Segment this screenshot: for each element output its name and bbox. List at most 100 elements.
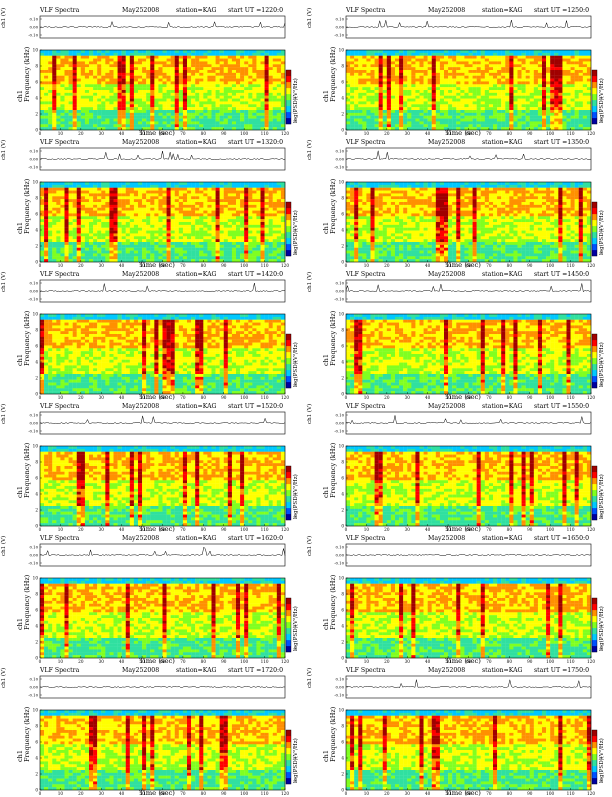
spectrogram-cell [146, 121, 150, 124]
spectrogram-cell [175, 248, 179, 251]
spectrogram-cell [154, 236, 158, 239]
spectrogram-cell [69, 193, 73, 196]
spectrogram-cell [146, 196, 150, 199]
spectrogram-cell [248, 239, 252, 242]
spectrogram-cell [56, 81, 60, 84]
spectrogram-cell [122, 104, 126, 107]
spectrogram-cell [387, 84, 391, 87]
spectrogram-cell [371, 50, 375, 53]
spectrogram-cell [126, 219, 130, 222]
spectrogram-cell [154, 121, 158, 124]
spectrogram-cell [252, 96, 256, 99]
spectrogram-cell [203, 53, 207, 56]
spectrogram-cell [473, 56, 477, 59]
colorbar-segment [592, 100, 597, 106]
spectrogram-cell [277, 59, 281, 62]
spectrogram-cell [207, 101, 211, 104]
spectrogram-cell [122, 199, 126, 202]
spectrogram-cell [554, 104, 558, 107]
spectrogram-cell [550, 87, 554, 90]
spectrogram-cell [224, 73, 228, 76]
spectrogram-cell [501, 90, 505, 93]
spectrogram-cell [77, 70, 81, 73]
spectrogram-cell [354, 50, 358, 53]
spectrogram-cell [207, 53, 211, 56]
spectrogram-cell [52, 236, 56, 239]
spectrogram-cell [44, 76, 48, 79]
spectrogram-cell [518, 73, 522, 76]
spectrogram-cell [207, 256, 211, 259]
spectrogram-cell [93, 99, 97, 102]
spectrogram-cell [134, 79, 138, 82]
spectrogram-cell [138, 248, 142, 251]
spectrogram-cell [65, 56, 69, 59]
spectrogram-cell [228, 182, 232, 185]
spectrogram-cell [191, 87, 195, 90]
spectrogram-cell [411, 79, 415, 82]
spectrogram-cell [216, 182, 220, 185]
spectrogram-cell [473, 64, 477, 67]
spectrogram-cell [428, 79, 432, 82]
spectrogram-cell [252, 101, 256, 104]
spectrogram-cell [224, 191, 228, 194]
spectrogram-cell [150, 110, 154, 113]
spectrogram-cell [60, 222, 64, 225]
spectrogram-cell [265, 107, 269, 110]
spectrogram-cell [497, 116, 501, 119]
spectrogram-cell [134, 64, 138, 67]
spectrogram-cell [52, 228, 56, 231]
spectrogram-cell [236, 127, 240, 130]
spectrogram-cell [150, 193, 154, 196]
spectrogram-cell [179, 251, 183, 254]
spectrogram-cell [371, 121, 375, 124]
spectrogram-cell [550, 113, 554, 116]
spectrogram-cell [252, 236, 256, 239]
spectrogram-cell [216, 225, 220, 228]
spectrogram-cell [158, 121, 162, 124]
spectrogram-cell [52, 56, 56, 59]
spectrogram-cell [485, 101, 489, 104]
spectrogram-cell [212, 202, 216, 205]
spectrogram-cell [236, 70, 240, 73]
spectrogram-cell [105, 251, 109, 254]
spectrogram-cell [538, 113, 542, 116]
spectrogram-cell [52, 96, 56, 99]
spectrogram-cell [395, 50, 399, 53]
spectrogram-cell [73, 127, 77, 130]
spectrogram-cell [244, 228, 248, 231]
spectrogram-cell [171, 245, 175, 248]
spectrogram-cell [73, 193, 77, 196]
spectrogram-cell [187, 182, 191, 185]
spectrogram-cell [138, 251, 142, 254]
spectrogram-cell [350, 99, 354, 102]
spectrogram-cell [130, 228, 134, 231]
spectrogram-cell [89, 236, 93, 239]
spectrogram-cell [134, 222, 138, 225]
spectrogram-cell [89, 107, 93, 110]
spectrogram-cell [134, 193, 138, 196]
spectrogram-cell [220, 79, 224, 82]
spectrogram-cell [134, 99, 138, 102]
spectrogram-cell [97, 196, 101, 199]
spectrogram-cell [554, 59, 558, 62]
spectrogram-cell [216, 87, 220, 90]
spectrogram-cell [530, 84, 534, 87]
spectrogram-cell [562, 79, 566, 82]
spectrogram-cell [415, 81, 419, 84]
spectrogram-cell [375, 99, 379, 102]
spectrogram-cell [220, 245, 224, 248]
spectrogram-cell [105, 242, 109, 245]
spectrogram-cell [118, 61, 122, 64]
spectrogram-cell [81, 121, 85, 124]
freq-tick-label: 0 [341, 128, 344, 133]
spectrogram-cell [366, 50, 370, 53]
spectrogram-cell [93, 76, 97, 79]
spectrogram-cell [497, 99, 501, 102]
spectrogram-cell [154, 107, 158, 110]
spectrogram-cell [232, 216, 236, 219]
spectrogram-cell [203, 185, 207, 188]
spectrogram-cell [163, 93, 167, 96]
spectrogram-cell [56, 110, 60, 113]
spectrogram-cell [460, 64, 464, 67]
spectrogram-cell [436, 81, 440, 84]
